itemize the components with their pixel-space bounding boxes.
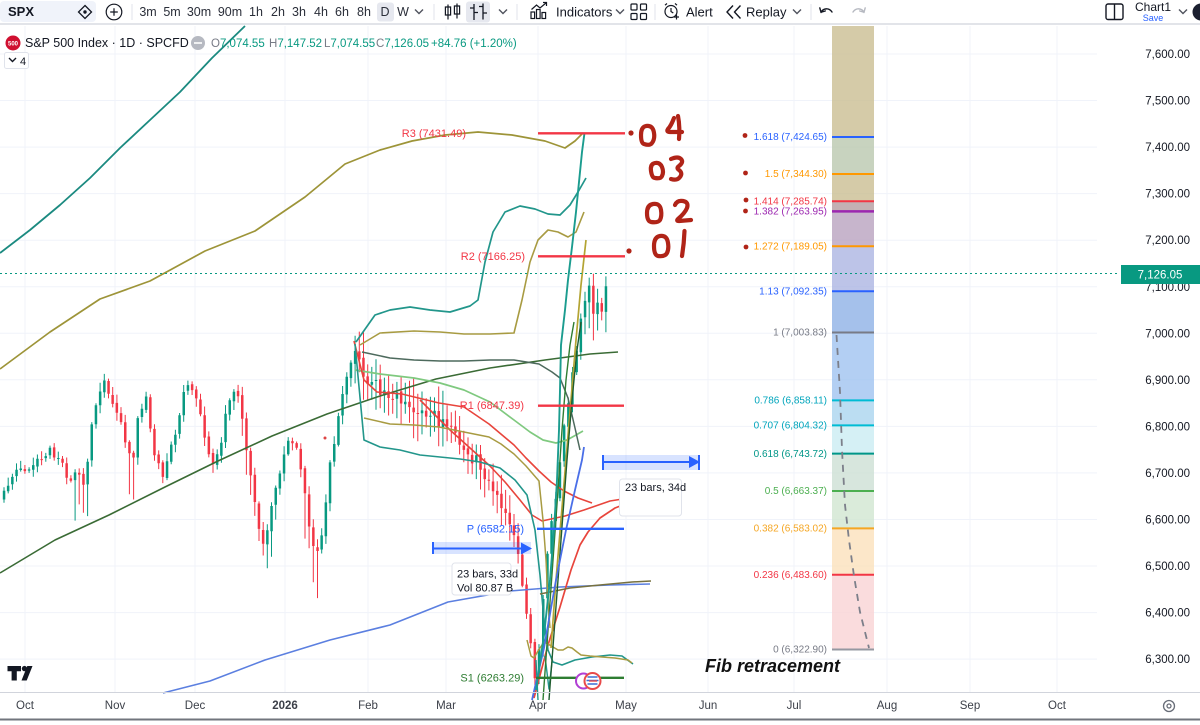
svg-text:May: May	[615, 700, 637, 712]
svg-text:0.618 (6,743.72): 0.618 (6,743.72)	[754, 449, 827, 460]
svg-text:6,900.00: 6,900.00	[1145, 375, 1190, 387]
svg-text:Apr: Apr	[529, 700, 547, 712]
svg-text:0.236 (6,483.60): 0.236 (6,483.60)	[754, 570, 827, 581]
svg-text:0.382 (6,583.02): 0.382 (6,583.02)	[754, 524, 827, 535]
svg-text:23 bars, 34d: 23 bars, 34d	[625, 482, 686, 494]
svg-text:5m: 5m	[163, 5, 180, 19]
svg-text:6h: 6h	[335, 5, 349, 19]
svg-text:8h: 8h	[357, 5, 371, 19]
svg-text:1.272 (7,189.05): 1.272 (7,189.05)	[754, 242, 827, 253]
svg-text:Indicators: Indicators	[556, 5, 613, 20]
svg-text:0 (6,322.90): 0 (6,322.90)	[773, 645, 827, 656]
svg-text:23 bars, 33d: 23 bars, 33d	[457, 569, 518, 581]
svg-text:30m: 30m	[187, 5, 211, 19]
svg-text:P (6582.15): P (6582.15)	[467, 523, 524, 535]
svg-text:7,126.05: 7,126.05	[1138, 270, 1183, 282]
svg-text:1.382 (7,263.95): 1.382 (7,263.95)	[754, 207, 827, 218]
svg-text:0.786 (6,858.11): 0.786 (6,858.11)	[754, 396, 827, 407]
svg-text:Fib retracement: Fib retracement	[705, 656, 841, 676]
svg-text:7,200.00: 7,200.00	[1145, 235, 1190, 247]
svg-text:6,800.00: 6,800.00	[1145, 421, 1190, 433]
svg-text:R2 (7166.25): R2 (7166.25)	[461, 251, 525, 263]
svg-text:7,600.00: 7,600.00	[1145, 49, 1190, 61]
svg-text:3m: 3m	[139, 5, 156, 19]
svg-text:Sep: Sep	[960, 700, 980, 712]
svg-text:Replay: Replay	[746, 5, 787, 20]
svg-text:0.5 (6,663.37): 0.5 (6,663.37)	[765, 486, 827, 497]
svg-text:Save: Save	[1143, 13, 1164, 23]
svg-text:6,500.00: 6,500.00	[1145, 561, 1190, 573]
svg-text:S&P 500 Index · 1D · SPCFD: S&P 500 Index · 1D · SPCFD	[25, 36, 189, 50]
svg-text:Aug: Aug	[877, 700, 897, 712]
svg-text:1.5 (7,344.30): 1.5 (7,344.30)	[765, 169, 827, 180]
svg-text:7,000.00: 7,000.00	[1145, 328, 1190, 340]
svg-text:Oct: Oct	[16, 700, 35, 712]
svg-text:Oct: Oct	[1048, 700, 1067, 712]
svg-text:C7,126.05: C7,126.05	[376, 38, 429, 50]
svg-text:Alert: Alert	[686, 5, 713, 20]
svg-text:O7,074.55: O7,074.55	[211, 38, 265, 50]
svg-text:D: D	[380, 5, 389, 19]
svg-text:2h: 2h	[271, 5, 285, 19]
svg-text:S1 (6263.29): S1 (6263.29)	[460, 672, 524, 684]
svg-text:7,500.00: 7,500.00	[1145, 96, 1190, 108]
svg-text:SPX: SPX	[8, 4, 34, 19]
svg-text:3h: 3h	[292, 5, 306, 19]
svg-text:4: 4	[20, 56, 26, 68]
svg-text:1.414 (7,285.74): 1.414 (7,285.74)	[754, 197, 827, 208]
svg-text:R1 (6847.39): R1 (6847.39)	[460, 400, 524, 412]
svg-text:7,100.00: 7,100.00	[1145, 282, 1190, 294]
svg-text:H7,147.52: H7,147.52	[269, 38, 322, 50]
svg-text:Feb: Feb	[358, 700, 378, 712]
svg-text:0.707 (6,804.32): 0.707 (6,804.32)	[754, 421, 827, 432]
svg-text:90m: 90m	[218, 5, 242, 19]
svg-text:7,400.00: 7,400.00	[1145, 142, 1190, 154]
svg-text:1 (7,003.83): 1 (7,003.83)	[773, 328, 827, 339]
svg-text:1.13 (7,092.35): 1.13 (7,092.35)	[759, 287, 827, 298]
svg-text:Mar: Mar	[436, 700, 456, 712]
svg-text:6,600.00: 6,600.00	[1145, 515, 1190, 527]
svg-text:1h: 1h	[249, 5, 263, 19]
svg-text:7,300.00: 7,300.00	[1145, 189, 1190, 201]
svg-text:6,300.00: 6,300.00	[1145, 654, 1190, 666]
svg-text:+84.76 (+1.20%): +84.76 (+1.20%)	[431, 38, 517, 50]
svg-text:W: W	[397, 5, 409, 19]
svg-text:1.618 (7,424.65): 1.618 (7,424.65)	[754, 132, 827, 143]
svg-text:2026: 2026	[272, 700, 298, 712]
svg-text:6,700.00: 6,700.00	[1145, 468, 1190, 480]
svg-text:6,400.00: 6,400.00	[1145, 608, 1190, 620]
svg-text:4h: 4h	[314, 5, 328, 19]
svg-text:L7,074.55: L7,074.55	[324, 38, 375, 50]
svg-text:Dec: Dec	[185, 700, 206, 712]
svg-text:Nov: Nov	[105, 700, 126, 712]
svg-text:Jul: Jul	[787, 700, 802, 712]
svg-text:Jun: Jun	[699, 700, 718, 712]
svg-text:R3 (7431.49): R3 (7431.49)	[402, 128, 466, 140]
svg-text:500: 500	[8, 42, 19, 48]
svg-text:Chart1: Chart1	[1135, 0, 1171, 14]
svg-text:Vol 80.87 B: Vol 80.87 B	[457, 583, 513, 595]
